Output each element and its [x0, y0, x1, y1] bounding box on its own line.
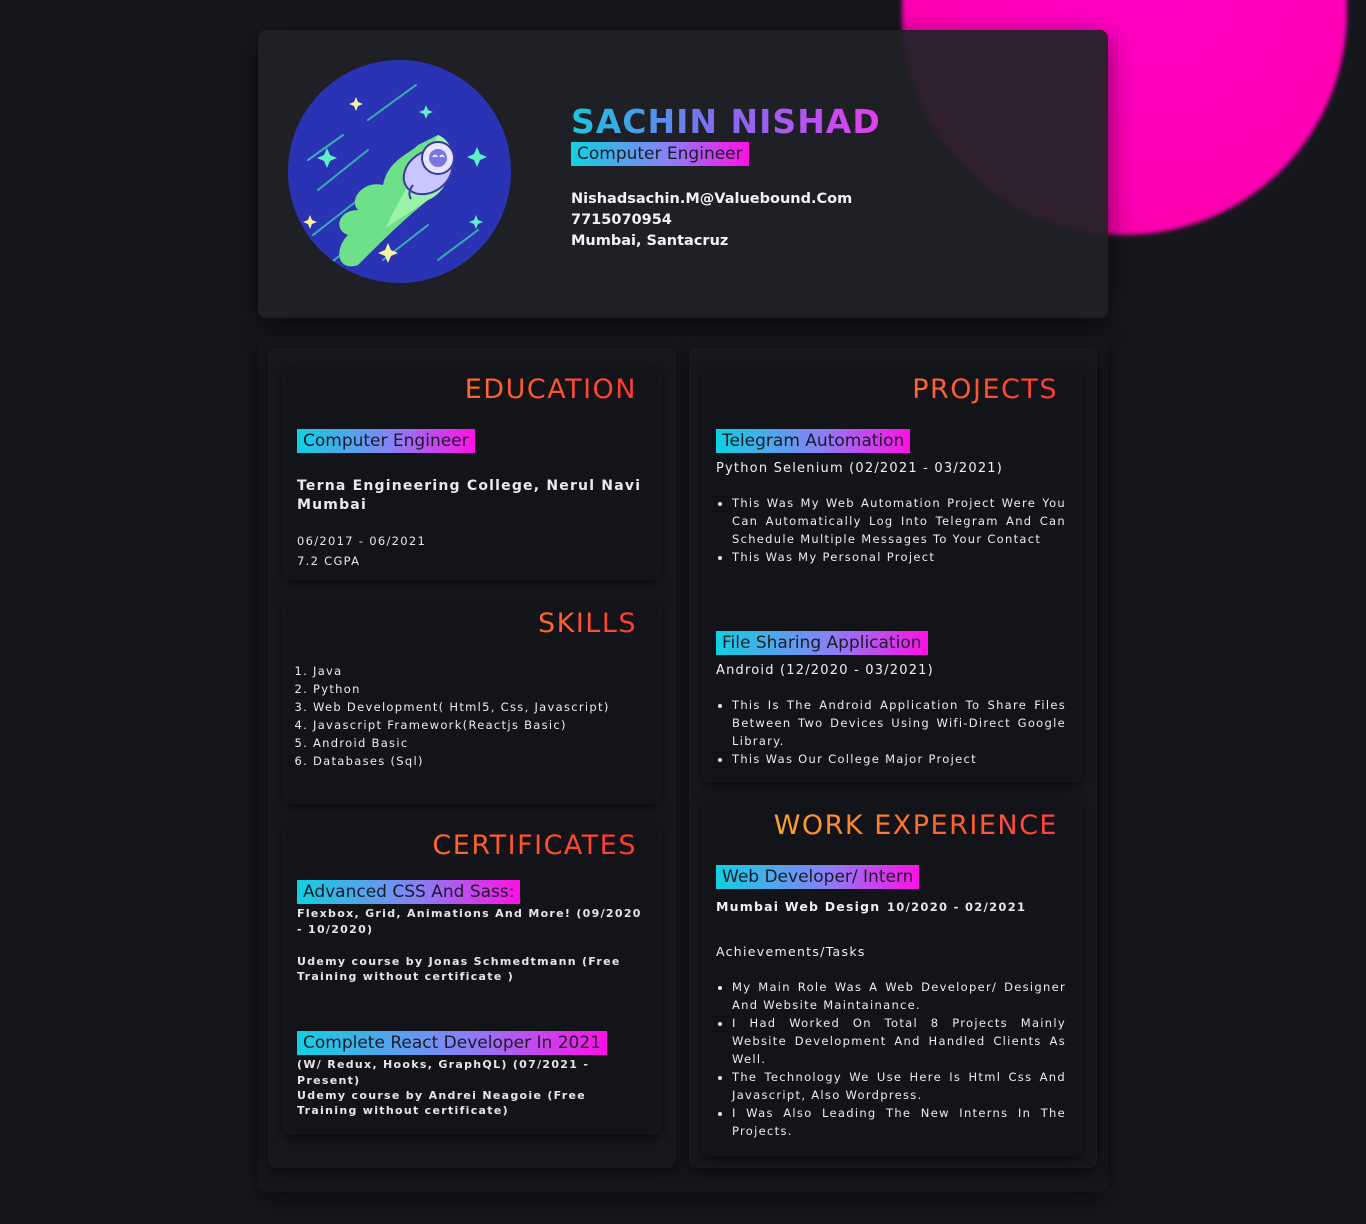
project-bullet: This Was Our College Major Project [732, 750, 1066, 768]
section-title-certificates: CERTIFICATES [432, 830, 637, 861]
section-title-projects: PROJECTS [912, 374, 1058, 405]
profile-name: SACHIN NISHAD [571, 102, 881, 141]
certificates-section: CERTIFICATES Advanced CSS And Sass: Flex… [283, 820, 661, 1134]
skill-item: Javascript Framework(Reactjs Basic) [313, 716, 625, 734]
work-bullet: I Had Worked On Total 8 Projects Mainly … [732, 1014, 1066, 1068]
project-bullet: This Was My Personal Project [732, 548, 1066, 566]
certificate-detail: Flexbox, Grid, Animations And More! (09/… [297, 907, 642, 936]
certificate-name-tag: Complete React Developer In 2021 [297, 1031, 607, 1055]
certificate-detail: (W/ Redux, Hooks, GraphQL) (07/2021 - Pr… [297, 1058, 590, 1087]
skill-item: Python [313, 680, 625, 698]
work-bullet: I Was Also Leading The New Interns In Th… [732, 1104, 1066, 1140]
project-name-tag: File Sharing Application [716, 631, 928, 655]
section-title-work-experience: WORK EXPERIENCE [773, 810, 1058, 841]
education-dates: 06/2017 - 06/2021 [297, 534, 427, 548]
skill-item: Web Development( Html5, Css, Javascript) [313, 698, 625, 716]
skill-item: Java [313, 662, 625, 680]
skills-section: SKILLS Java Python Web Development( Html… [283, 598, 661, 804]
education-degree-tag: Computer Engineer [297, 429, 475, 453]
avatar [288, 60, 511, 283]
work-experience-section: WORK EXPERIENCE Web Developer/ Intern Mu… [702, 800, 1082, 1156]
skill-item: Android Basic [313, 734, 625, 752]
projects-section: PROJECTS Telegram Automation Python Sele… [702, 364, 1082, 782]
project-bullet: This Is The Android Application To Share… [732, 696, 1066, 750]
resume-body: EDUCATION Computer Engineer Terna Engine… [258, 336, 1108, 1192]
work-achievements-label: Achievements/Tasks [716, 944, 866, 959]
contact-info: Nishadsachin.M@Valuebound.Com 7715070954… [571, 189, 852, 252]
skills-list: Java Python Web Development( Html5, Css,… [297, 662, 625, 770]
location-text: Mumbai, Santacruz [571, 233, 729, 249]
project-bullets: This Was My Web Automation Project Were … [716, 494, 1066, 566]
section-title-education: EDUCATION [464, 374, 637, 405]
project-bullet: This Was My Web Automation Project Were … [732, 494, 1066, 548]
certificate-source: Udemy course by Jonas Schmedtmann (Free … [297, 955, 621, 983]
project-meta: Android (12/2020 - 03/2021) [716, 663, 934, 678]
right-column: PROJECTS Telegram Automation Python Sele… [689, 348, 1097, 1168]
certificate-source: Udemy course by Andrei Neagoie (Free Tra… [297, 1089, 587, 1117]
work-bullets: My Main Role Was A Web Developer/ Design… [716, 978, 1066, 1140]
education-grade: 7.2 CGPA [297, 554, 361, 568]
work-company: Mumbai Web Design [716, 899, 881, 914]
education-college: Terna Engineering College, Nerul Navi Mu… [297, 478, 642, 513]
certificate-name-tag: Advanced CSS And Sass: [297, 880, 521, 904]
profile-header: SACHIN NISHAD Computer Engineer Nishadsa… [258, 30, 1108, 318]
email-text: Nishadsachin.M@Valuebound.Com [571, 191, 853, 207]
project-name-tag: Telegram Automation [716, 429, 911, 453]
astronaut-rocket-icon [303, 84, 487, 267]
work-dates: 10/2020 - 02/2021 [887, 900, 1027, 914]
left-column: EDUCATION Computer Engineer Terna Engine… [268, 348, 676, 1168]
phone-text: 7715070954 [571, 212, 672, 228]
education-section: EDUCATION Computer Engineer Terna Engine… [283, 364, 661, 580]
section-title-skills: SKILLS [537, 608, 637, 639]
work-role-tag: Web Developer/ Intern [716, 865, 920, 889]
profile-role-tag: Computer Engineer [571, 142, 749, 166]
skill-item: Databases (Sql) [313, 752, 625, 770]
project-meta: Python Selenium (02/2021 - 03/2021) [716, 461, 1004, 476]
work-bullet: My Main Role Was A Web Developer/ Design… [732, 978, 1066, 1014]
work-bullet: The Technology We Use Here Is Html Css A… [732, 1068, 1066, 1104]
project-bullets: This Is The Android Application To Share… [716, 696, 1066, 768]
